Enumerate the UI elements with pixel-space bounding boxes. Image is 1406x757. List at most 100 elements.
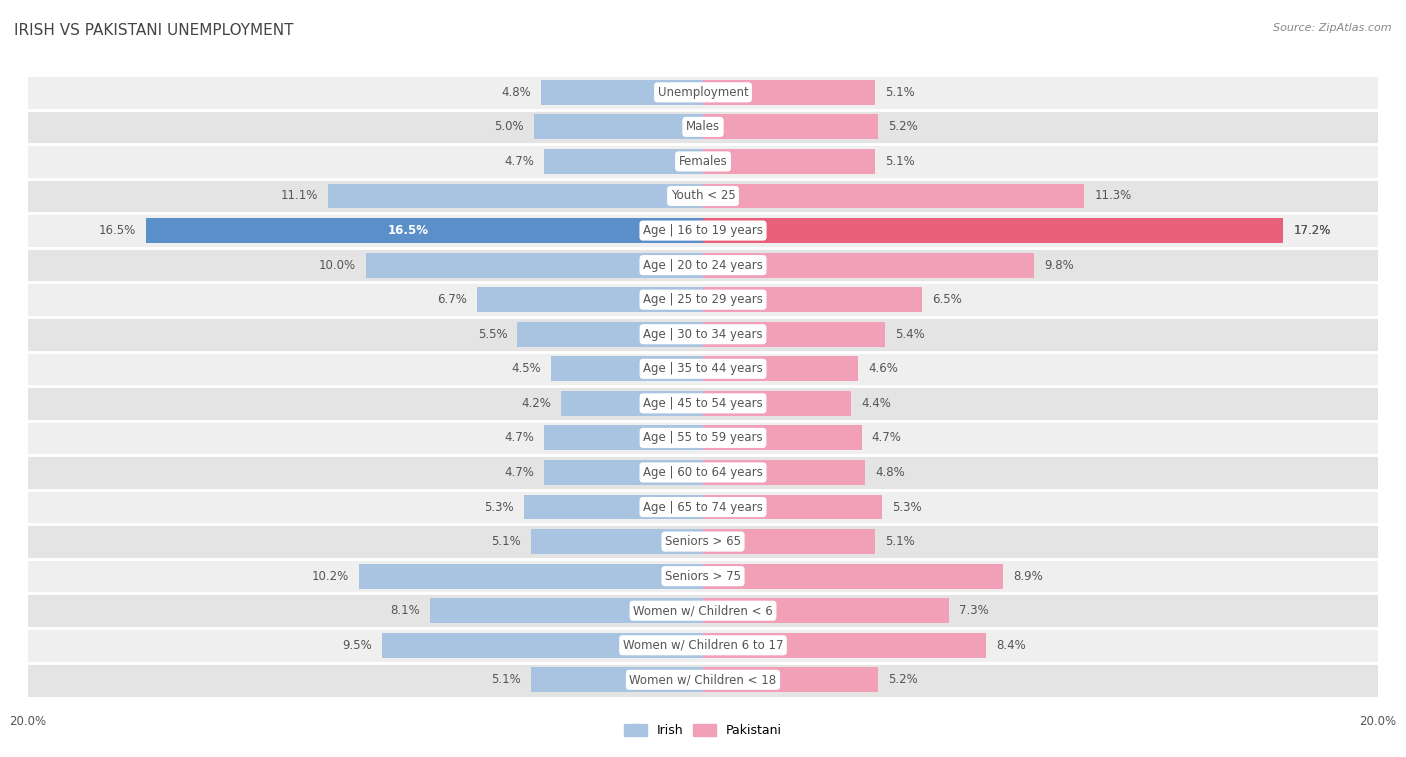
Bar [703,183,1084,208]
Text: 9.5%: 9.5% [343,639,373,652]
Bar [28,593,1378,628]
Bar [703,564,1004,589]
Text: Age | 30 to 34 years: Age | 30 to 34 years [643,328,763,341]
Bar [477,287,703,312]
Bar [703,425,862,450]
Text: Age | 60 to 64 years: Age | 60 to 64 years [643,466,763,479]
Text: 5.5%: 5.5% [478,328,508,341]
Text: 11.1%: 11.1% [281,189,318,202]
Bar [28,179,1378,213]
Bar [28,282,1378,317]
Bar [703,149,875,174]
Bar [544,149,703,174]
Text: Source: ZipAtlas.com: Source: ZipAtlas.com [1274,23,1392,33]
Text: 5.1%: 5.1% [491,535,520,548]
Text: 8.4%: 8.4% [997,639,1026,652]
Bar [544,425,703,450]
Text: 10.0%: 10.0% [318,259,356,272]
Bar [703,494,882,519]
Text: Age | 20 to 24 years: Age | 20 to 24 years [643,259,763,272]
Bar [531,529,703,554]
Bar [28,490,1378,525]
Text: 7.3%: 7.3% [959,604,990,617]
Text: 8.9%: 8.9% [1014,570,1043,583]
Text: 5.3%: 5.3% [485,500,515,513]
Bar [534,114,703,139]
Text: Youth < 25: Youth < 25 [671,189,735,202]
Text: Women w/ Children < 6: Women w/ Children < 6 [633,604,773,617]
Bar [28,421,1378,455]
Bar [703,668,879,692]
Text: Seniors > 65: Seniors > 65 [665,535,741,548]
Text: 11.3%: 11.3% [1094,189,1132,202]
Text: Females: Females [679,155,727,168]
Bar [28,628,1378,662]
Bar [541,80,703,104]
Text: 4.7%: 4.7% [505,155,534,168]
Text: 4.7%: 4.7% [505,466,534,479]
Text: 5.0%: 5.0% [495,120,524,133]
Bar [703,114,879,139]
Text: 8.1%: 8.1% [389,604,419,617]
Legend: Irish, Pakistani: Irish, Pakistani [619,718,787,743]
Bar [28,662,1378,697]
Text: 9.8%: 9.8% [1043,259,1074,272]
Text: 4.6%: 4.6% [869,363,898,375]
Text: Age | 16 to 19 years: Age | 16 to 19 years [643,224,763,237]
Bar [329,183,703,208]
Bar [561,391,703,416]
Text: 5.2%: 5.2% [889,120,918,133]
Text: 17.2%: 17.2% [1294,224,1331,237]
Bar [359,564,703,589]
Text: Age | 25 to 29 years: Age | 25 to 29 years [643,293,763,306]
Text: Unemployment: Unemployment [658,86,748,99]
Text: 4.4%: 4.4% [862,397,891,410]
Text: 4.5%: 4.5% [512,363,541,375]
Text: Women w/ Children < 18: Women w/ Children < 18 [630,673,776,687]
Bar [703,218,1284,243]
Text: 5.1%: 5.1% [886,155,915,168]
Bar [28,248,1378,282]
Bar [28,317,1378,351]
Text: Age | 55 to 59 years: Age | 55 to 59 years [643,431,763,444]
Text: 5.4%: 5.4% [896,328,925,341]
Bar [703,80,875,104]
Bar [703,357,858,382]
Bar [544,460,703,485]
Text: Seniors > 75: Seniors > 75 [665,570,741,583]
Text: 4.7%: 4.7% [505,431,534,444]
Text: 4.8%: 4.8% [875,466,905,479]
Bar [28,351,1378,386]
Text: Age | 65 to 74 years: Age | 65 to 74 years [643,500,763,513]
Bar [531,668,703,692]
Bar [146,218,703,243]
Text: Age | 45 to 54 years: Age | 45 to 54 years [643,397,763,410]
Bar [28,213,1378,248]
Text: 4.2%: 4.2% [522,397,551,410]
Bar [703,460,865,485]
Bar [28,110,1378,144]
Text: 5.3%: 5.3% [891,500,921,513]
Bar [28,386,1378,421]
Bar [28,525,1378,559]
Bar [430,598,703,623]
Text: 17.2%: 17.2% [1294,224,1331,237]
Bar [28,144,1378,179]
Bar [28,559,1378,593]
Text: 16.5%: 16.5% [98,224,136,237]
Text: Women w/ Children 6 to 17: Women w/ Children 6 to 17 [623,639,783,652]
Bar [524,494,703,519]
Text: 5.2%: 5.2% [889,673,918,687]
Text: 5.1%: 5.1% [886,86,915,99]
Text: Males: Males [686,120,720,133]
Text: 6.7%: 6.7% [437,293,467,306]
Text: 5.1%: 5.1% [886,535,915,548]
Text: Age | 35 to 44 years: Age | 35 to 44 years [643,363,763,375]
Bar [703,287,922,312]
Bar [551,357,703,382]
Bar [382,633,703,658]
Bar [517,322,703,347]
Bar [703,391,852,416]
Text: IRISH VS PAKISTANI UNEMPLOYMENT: IRISH VS PAKISTANI UNEMPLOYMENT [14,23,294,38]
Text: 6.5%: 6.5% [932,293,962,306]
